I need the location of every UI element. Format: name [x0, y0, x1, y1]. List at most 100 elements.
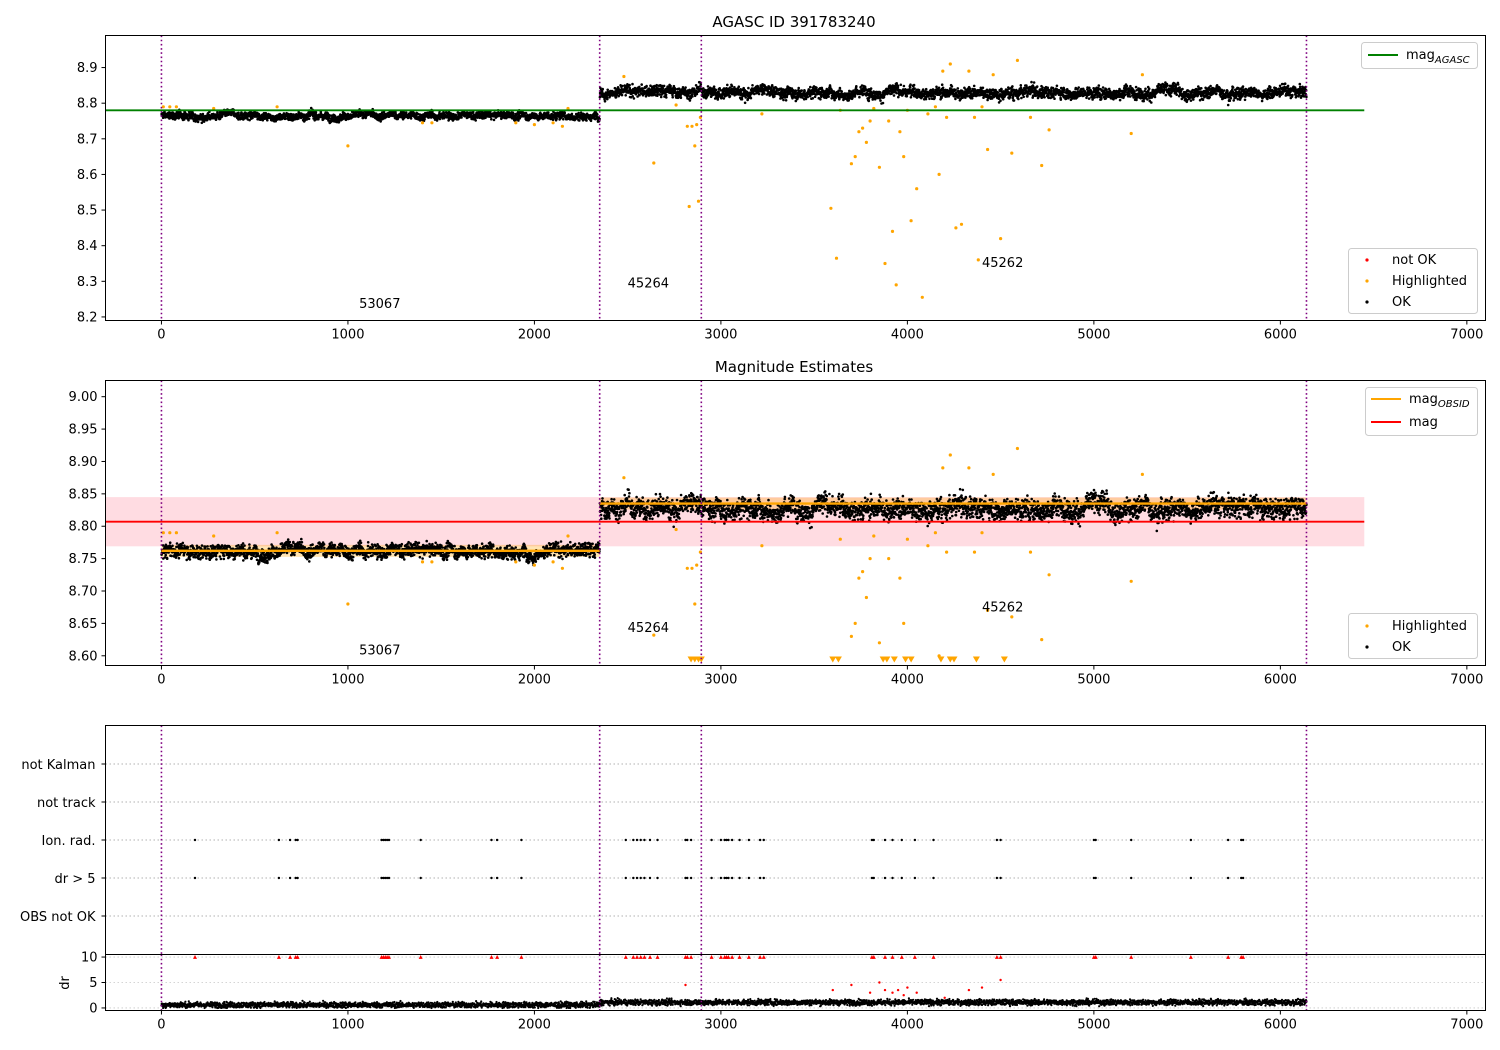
ok-point: [474, 119, 478, 122]
ok-point: [632, 97, 636, 100]
ok-point: [645, 84, 648, 88]
ok-point: [248, 118, 251, 122]
ok-point: [1043, 96, 1046, 99]
ok-point: [1105, 88, 1108, 91]
ok-point: [606, 88, 609, 92]
ok-point: [770, 84, 774, 87]
ok-point: [1012, 99, 1016, 102]
ok-point: [684, 86, 687, 89]
ok-point: [1142, 99, 1145, 103]
ok-point: [1020, 96, 1023, 100]
ok-point: [200, 121, 204, 125]
ok-point: [655, 83, 658, 87]
ok-point: [896, 84, 900, 88]
ok-point: [603, 100, 607, 103]
ok-point: [970, 97, 974, 100]
ok-point: [941, 86, 945, 90]
ok-point: [1047, 94, 1050, 97]
ok-point: [677, 87, 681, 90]
ok-point: [201, 112, 205, 116]
ok-point: [840, 90, 843, 93]
ok-point: [563, 111, 566, 115]
ok-point: [968, 87, 972, 90]
ok-point: [1153, 95, 1157, 99]
ok-point: [714, 88, 718, 92]
ok-point: [917, 88, 921, 92]
ok-point: [589, 119, 593, 123]
ok-point: [1118, 98, 1122, 102]
ok-point: [1101, 86, 1105, 89]
ok-point: [1100, 96, 1103, 100]
ok-point: [562, 117, 565, 121]
ok-point: [867, 99, 871, 103]
ok-point: [740, 98, 744, 101]
ok-point: [659, 95, 663, 99]
ok-point: [1147, 87, 1151, 90]
ok-point: [940, 83, 944, 86]
ok-point: [855, 85, 858, 88]
ok-point: [1128, 92, 1131, 96]
ok-point: [202, 120, 206, 123]
ok-point: [305, 118, 309, 121]
ok-point: [895, 91, 898, 95]
ok-point: [214, 117, 218, 121]
ok-point: [699, 83, 703, 86]
ok-point: [1169, 95, 1173, 98]
ok-point: [784, 99, 788, 102]
ok-point: [763, 92, 766, 95]
ok-point: [601, 87, 604, 91]
ok-point: [743, 101, 747, 105]
ok-point: [933, 95, 936, 98]
ok-point: [892, 94, 896, 97]
ok-point: [747, 86, 750, 90]
ok-point: [551, 118, 555, 121]
ok-point: [782, 98, 785, 102]
ok-point: [897, 95, 900, 99]
ok-point: [1017, 97, 1020, 101]
ok-point: [882, 95, 886, 99]
ok-point: [1035, 85, 1039, 88]
ok-point: [621, 84, 624, 88]
ok-point: [237, 111, 240, 115]
ok-point: [547, 111, 550, 114]
ok-point: [869, 87, 873, 90]
ok-point: [1166, 84, 1169, 87]
ok-point: [737, 85, 741, 88]
ok-point: [730, 84, 734, 88]
ok-point: [309, 106, 313, 110]
ok-point: [337, 121, 341, 124]
ok-point: [671, 95, 674, 99]
ok-point: [578, 119, 581, 122]
ok-point: [1093, 95, 1096, 99]
ok-point: [722, 87, 726, 90]
ok-point: [935, 85, 938, 89]
ok-point: [1063, 88, 1066, 92]
ok-point: [661, 86, 665, 90]
ok-point: [1059, 98, 1063, 101]
ok-point: [1176, 83, 1180, 86]
ok-point: [1144, 87, 1147, 91]
ok-point: [833, 98, 836, 102]
ok-point: [314, 110, 318, 114]
ok-point: [924, 87, 928, 91]
ok-point: [695, 92, 699, 96]
ok-point: [284, 117, 287, 121]
ok-point: [196, 120, 200, 124]
ok-point: [292, 113, 296, 116]
ok-point: [492, 118, 496, 122]
ok-point: [909, 83, 912, 86]
ok-point: [454, 114, 458, 117]
ok-point: [1133, 90, 1136, 93]
ok-point: [1141, 91, 1144, 94]
ok-point: [662, 84, 666, 88]
ok-point: [749, 96, 753, 100]
ok-point: [640, 83, 643, 86]
ok-point: [1181, 87, 1184, 91]
ok-point: [297, 117, 300, 120]
ok-point: [1134, 85, 1138, 89]
ok-point: [722, 97, 726, 100]
ok-point: [996, 91, 1000, 94]
ok-point: [538, 117, 541, 121]
